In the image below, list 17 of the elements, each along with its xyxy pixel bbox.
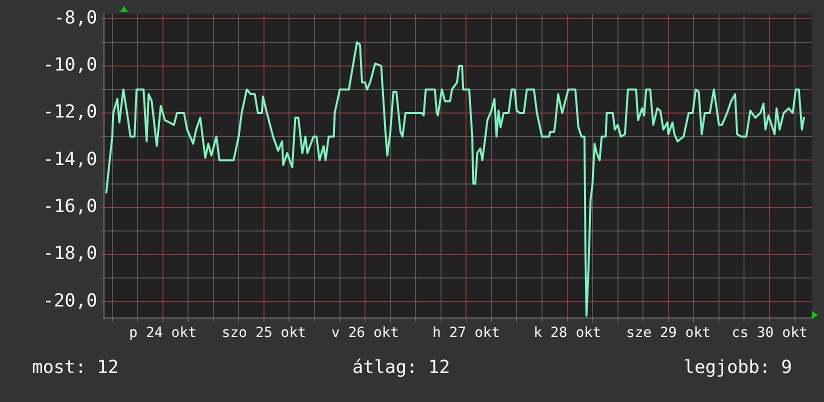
x-tick-label: p 24 okt bbox=[129, 325, 197, 342]
x-tick-label: v 26 okt bbox=[331, 325, 399, 342]
y-tick-label: -8,0 bbox=[54, 7, 98, 28]
x-tick-label: h 27 okt bbox=[432, 325, 500, 342]
y-tick-label: -16,0 bbox=[42, 196, 98, 218]
x-tick-label: szo 25 okt bbox=[222, 325, 306, 342]
x-tick-label: k 28 okt bbox=[534, 325, 602, 342]
text: átlag: 12 bbox=[352, 357, 450, 378]
y-tick-label: -14,0 bbox=[42, 148, 98, 170]
y-tick-label: -12,0 bbox=[42, 102, 98, 123]
y-tick-label: -10,0 bbox=[42, 54, 98, 76]
x-tick-label: sze 29 okt bbox=[626, 325, 711, 342]
y-tick-label: -20,0 bbox=[42, 290, 98, 312]
x-tick-label: cs 30 okt bbox=[732, 325, 808, 342]
text: most: 12 bbox=[32, 357, 119, 378]
text: legjobb: 9 bbox=[684, 357, 792, 378]
y-tick-label: -18,0 bbox=[42, 243, 98, 264]
